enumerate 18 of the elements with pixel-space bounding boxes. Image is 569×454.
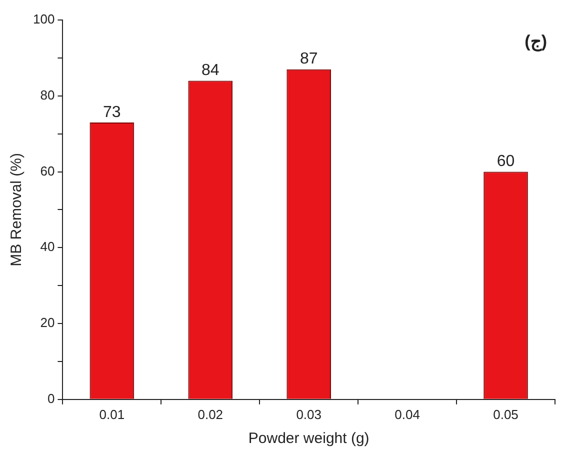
annotation: (ج) (524, 32, 547, 52)
y-tick-label: 60 (40, 163, 55, 178)
x-tick-label: 0.05 (493, 406, 518, 422)
data-label: 73 (103, 104, 121, 121)
x-tick-label: 0.02 (198, 406, 224, 422)
data-label: 84 (201, 62, 220, 80)
x-tick-label: 0.01 (99, 406, 125, 422)
y-tick-label: 80 (40, 87, 55, 102)
y-tick-label: 0 (47, 390, 55, 406)
y-tick-label: 20 (40, 315, 55, 330)
y-tick-label: 100 (32, 12, 55, 27)
x-tick-label: 0.04 (394, 406, 420, 422)
x-tick-label: 0.03 (296, 406, 322, 422)
x-axis-title: Powder weight (g) (248, 430, 370, 448)
data-label: 87 (300, 50, 318, 68)
y-axis-title: MB Removal (%) (8, 153, 26, 266)
y-tick-label: 40 (40, 239, 55, 254)
data-label: 60 (496, 153, 515, 170)
